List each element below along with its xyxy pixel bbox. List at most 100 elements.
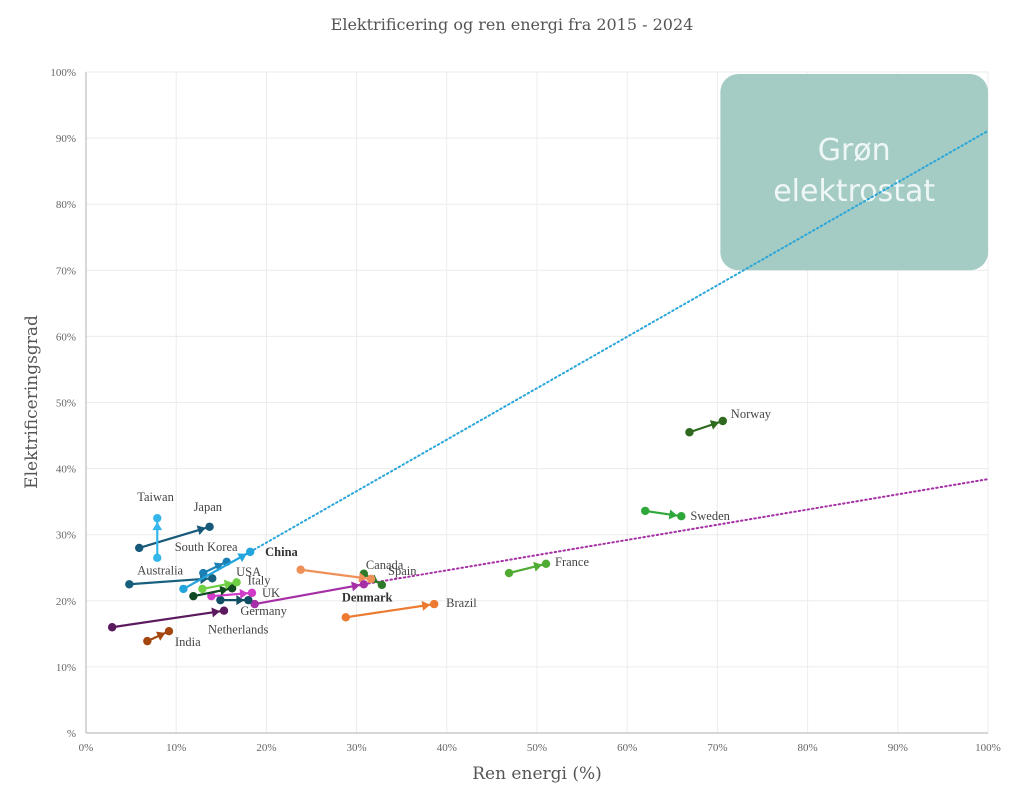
series-uk — [207, 588, 257, 601]
y-tick-label: 80% — [56, 199, 76, 211]
series-india — [143, 627, 174, 646]
start-point — [216, 595, 225, 605]
country-label: Taiwan — [137, 490, 174, 504]
trend-blue — [249, 129, 989, 553]
start-point — [296, 565, 305, 574]
start-point — [135, 543, 144, 553]
green-zone-label: Grøn — [818, 133, 891, 168]
x-tick-label: 100% — [975, 742, 1001, 754]
arrowhead — [351, 581, 360, 592]
country-label: Norway — [731, 407, 772, 421]
arrowhead — [668, 509, 678, 520]
y-tick-label: 70% — [56, 265, 76, 277]
country-label: India — [175, 635, 201, 649]
series-france — [504, 559, 551, 578]
series-japan — [135, 522, 214, 553]
end-point — [244, 595, 253, 605]
start-point — [207, 591, 216, 601]
y-tick-label: 60% — [56, 331, 76, 343]
country-label: Canada — [366, 558, 404, 572]
country-label: Japan — [194, 500, 223, 514]
green-zone: Grøn elektrostat — [720, 74, 988, 271]
series-group — [107, 416, 728, 646]
arrowhead — [237, 553, 247, 563]
series-spain — [296, 565, 376, 584]
trajectory-line — [138, 525, 210, 549]
end-point — [205, 522, 214, 531]
end-point — [219, 606, 229, 615]
x-tick-label: 90% — [888, 742, 908, 754]
series-brazil — [341, 599, 439, 622]
chart-title: Elektrificering og ren energi fra 2015 -… — [331, 15, 694, 34]
end-point — [232, 578, 241, 587]
x-tick-label: 80% — [798, 742, 818, 754]
country-label: UK — [262, 586, 280, 600]
country-label: Sweden — [690, 509, 730, 523]
country-label: South Korea — [175, 540, 238, 554]
country-label: Brazil — [446, 596, 477, 610]
country-label: Netherlands — [208, 623, 269, 637]
y-tick-label: 90% — [56, 133, 76, 145]
country-label: Denmark — [342, 590, 393, 604]
trajectory-line — [254, 583, 365, 606]
y-tick-label: 20% — [56, 596, 76, 608]
start-point — [143, 636, 152, 646]
country-label: Italy — [248, 573, 272, 587]
country-label: China — [265, 545, 298, 559]
end-point — [208, 574, 217, 583]
series-taiwan — [152, 513, 163, 563]
start-point — [641, 506, 650, 516]
series-netherlands — [107, 606, 229, 632]
arrowhead — [219, 585, 229, 596]
country-label: Germany — [240, 604, 287, 618]
arrowhead — [196, 525, 206, 536]
series-italy — [198, 578, 241, 594]
trendlines — [249, 129, 989, 586]
end-point — [247, 588, 257, 598]
country-label: Spain — [388, 564, 417, 578]
x-tick-label: 50% — [527, 742, 547, 754]
y-tick-label: 10% — [56, 662, 76, 674]
end-point — [541, 559, 551, 568]
x-tick-label: 30% — [347, 742, 367, 754]
start-point — [179, 584, 188, 594]
y-tick-label: 100% — [50, 67, 76, 79]
arrowhead — [709, 420, 720, 430]
end-point — [366, 574, 376, 584]
start-point — [153, 553, 162, 563]
y-axis-label: Elektrificeringsgrad — [22, 315, 42, 489]
y-tick-label: % — [67, 728, 76, 740]
arrowhead — [155, 631, 166, 641]
arrowhead — [152, 522, 163, 531]
country-label: Australia — [137, 563, 183, 577]
x-tick-label: 0% — [79, 742, 94, 754]
green-zone-label: elektrostat — [773, 174, 935, 209]
trajectory-line — [345, 603, 435, 619]
start-point — [199, 568, 208, 578]
series-germany — [216, 595, 253, 606]
start-point — [125, 580, 134, 589]
start-point — [504, 568, 514, 578]
end-point — [153, 513, 162, 523]
axes: 0% 10% 20% 30% 40% 50% 60% 70% 80% 90% 100%% 10% 20%… — [50, 67, 1001, 754]
country-label: France — [555, 555, 589, 569]
start-point — [198, 584, 207, 594]
end-point — [245, 547, 255, 557]
x-tick-label: 40% — [437, 742, 457, 754]
arrowhead — [533, 561, 543, 572]
x-axis-label: Ren energi (%) — [472, 764, 602, 784]
arrowhead — [213, 562, 224, 572]
start-point — [250, 599, 259, 609]
series-china — [179, 547, 255, 594]
arrowhead — [239, 588, 248, 599]
end-point — [164, 627, 174, 636]
end-point — [429, 599, 439, 609]
arrowhead — [236, 595, 245, 606]
arrowhead — [421, 600, 431, 611]
end-point — [359, 580, 369, 589]
start-point — [107, 623, 117, 632]
series-norway — [685, 416, 728, 437]
country-label: USA — [236, 565, 261, 579]
